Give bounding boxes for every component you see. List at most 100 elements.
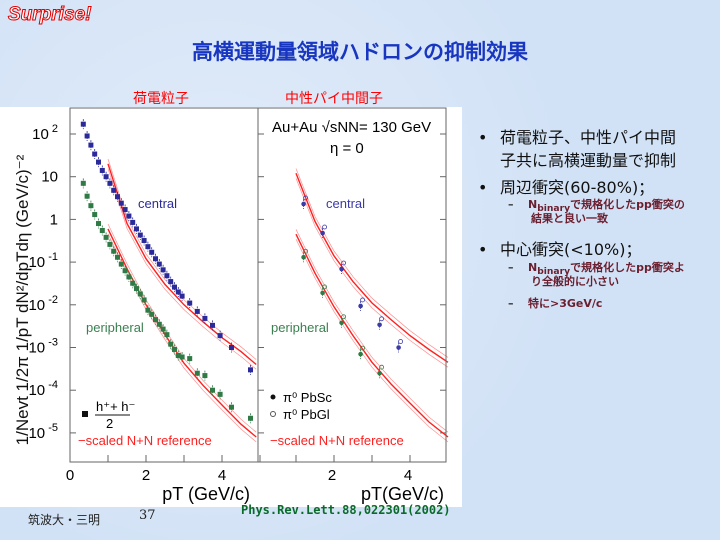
peripheral-point (126, 274, 132, 280)
peripheral-point (130, 280, 136, 286)
y-tick-base: 10 (41, 169, 58, 186)
central-point (179, 293, 185, 299)
central-point (153, 256, 158, 262)
subhead-charged: 荷電粒子 (133, 91, 189, 107)
peripheral-point (153, 317, 158, 323)
x-tick: 4 (218, 467, 226, 484)
central-pbsc-point (358, 303, 363, 309)
central-point (118, 200, 124, 206)
peripheral-point (248, 415, 253, 421)
central-point (164, 273, 170, 279)
central-point (202, 315, 208, 321)
peripheral-pbgl-point (341, 314, 347, 320)
y-tick-exponent: 2 (49, 123, 58, 135)
central-pbgl-point (303, 195, 309, 201)
sub-bullet-3-1: – Nbinaryで規格化したpp衝突よ (508, 261, 685, 278)
reference-citation: Phys.Rev.Lett.88,022301(2002) (241, 503, 451, 517)
peripheral-point (172, 346, 177, 352)
y-tick-base: 10 (32, 126, 49, 143)
central-point (134, 226, 139, 232)
central-pbgl-point (398, 339, 404, 344)
peripheral-pbgl-point (322, 284, 328, 290)
y-tick-exponent: -1 (45, 251, 58, 263)
y-tick-exponent: -4 (45, 379, 58, 391)
y-tick-exponent: -2 (45, 294, 58, 306)
reference-curve (295, 178, 449, 368)
y-tick: 10 -5 (28, 422, 58, 442)
legend-pbgl: π⁰ PbGl (283, 407, 330, 422)
central-point (130, 219, 136, 225)
footer-affiliation: 筑波大・三明 (28, 513, 101, 527)
y-tick: 10 -4 (28, 379, 58, 399)
x-axis-label-left: pT (GeV/c) (162, 484, 250, 504)
central-point (194, 308, 200, 314)
peripheral-point (217, 391, 223, 397)
label-central-pi0: central (326, 196, 365, 211)
reference-curve (107, 168, 257, 370)
central-point (187, 300, 193, 306)
central-point (107, 180, 113, 186)
y-tick: 10 -2 (28, 294, 58, 314)
peripheral-pbsc-point (358, 351, 363, 357)
central-point (96, 159, 101, 165)
x-axis-label-right: pT(GeV/c) (361, 484, 444, 504)
legend-reference-left: −scaled N+N reference (78, 433, 212, 448)
x-tick: 2 (142, 467, 150, 484)
peripheral-point (96, 221, 101, 227)
central-point (84, 133, 90, 139)
central-point (111, 187, 117, 193)
peripheral-point (80, 180, 86, 186)
peripheral-point (134, 286, 139, 292)
central-point (217, 333, 223, 339)
reference-curve (295, 233, 449, 438)
sub-bullet-2-1: – Nbinaryで規格化したpp衝突の (508, 198, 685, 215)
y-tick-exponent: -3 (45, 337, 58, 349)
central-point (149, 249, 155, 255)
central-point (168, 279, 174, 285)
y-tick-base: 10 (28, 382, 45, 399)
peripheral-point (149, 311, 155, 317)
y-tick: 10 -1 (28, 251, 58, 271)
peripheral-point (160, 326, 166, 332)
eta-label: η = 0 (330, 140, 364, 157)
peripheral-point (103, 234, 109, 240)
central-point (137, 232, 143, 238)
bullet-3: • 中心衝突(<10%)； (478, 240, 642, 259)
peripheral-pbsc-point (320, 290, 325, 296)
reference-curve (295, 229, 449, 433)
peripheral-pbgl-point (303, 248, 309, 254)
sub-bullet-3-1-cont: り全般的に小さい (531, 275, 619, 288)
peripheral-point (175, 352, 181, 358)
legend-open-circle (270, 411, 276, 417)
peripheral-point (168, 341, 174, 347)
legend-denominator: 2 (106, 416, 113, 431)
reference-curve (107, 163, 257, 366)
peripheral-point (137, 291, 143, 297)
peripheral-point (141, 297, 147, 303)
peripheral-point (107, 241, 113, 247)
central-pbgl-point (341, 260, 347, 266)
central-point (156, 261, 162, 267)
central-point (145, 244, 151, 250)
bullet-2: • 周辺衝突(60-80%)； (478, 178, 655, 197)
y-tick-base: 1 (50, 211, 58, 228)
peripheral-point (122, 268, 128, 274)
label-peripheral-pi0: peripheral (271, 320, 329, 335)
bullet-1: • 荷電粒子、中性パイ中間 (478, 128, 677, 147)
legend-pbsc: π⁰ PbSc (283, 390, 332, 405)
sub-bullet-2-1-cont: 結果と良い一致 (531, 212, 608, 225)
central-point (141, 238, 147, 244)
central-pbsc-point (320, 230, 325, 236)
peripheral-point (99, 227, 105, 233)
central-pbsc-point (396, 345, 401, 350)
peripheral-point (115, 254, 120, 260)
peripheral-point (111, 248, 117, 254)
y-tick-base: 10 (28, 297, 45, 314)
central-point (172, 284, 177, 290)
peripheral-point (187, 356, 193, 362)
peripheral-pbsc-point (301, 254, 306, 260)
peripheral-point (179, 354, 185, 360)
page-number: 37 (139, 508, 156, 523)
label-central: central (138, 196, 177, 211)
reference-curve (107, 158, 257, 360)
